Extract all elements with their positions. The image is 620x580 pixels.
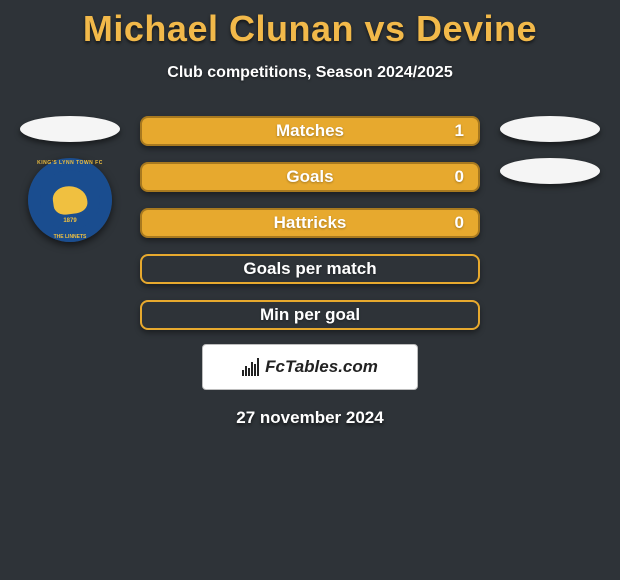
player-photo-placeholder: [500, 158, 600, 184]
stat-label: Matches: [276, 121, 344, 141]
player-photo-placeholder: [20, 116, 120, 142]
date-text: 27 november 2024: [0, 408, 620, 428]
stat-bar-min-per-goal: Min per goal: [140, 300, 480, 330]
watermark-text: FcTables.com: [265, 357, 378, 377]
page-title: Michael Clunan vs Devine: [0, 0, 620, 50]
stat-label: Min per goal: [260, 305, 360, 325]
badge-ring-bot: THE LINNETS: [54, 234, 87, 240]
club-badge-icon: KING'S LYNN TOWN FC 1879 THE LINNETS: [28, 158, 112, 242]
stat-bar-goals: Goals 0: [140, 162, 480, 192]
comparison-content: KING'S LYNN TOWN FC 1879 THE LINNETS Match…: [0, 116, 620, 330]
bird-icon: [51, 184, 89, 216]
right-player-column: [500, 116, 600, 330]
watermark-badge: FcTables.com: [202, 344, 418, 390]
page-subtitle: Club competitions, Season 2024/2025: [0, 64, 620, 82]
stat-bar-matches: Matches 1: [140, 116, 480, 146]
stat-bar-goals-per-match: Goals per match: [140, 254, 480, 284]
stat-label: Hattricks: [274, 213, 347, 233]
player-photo-placeholder: [500, 116, 600, 142]
left-player-column: KING'S LYNN TOWN FC 1879 THE LINNETS: [20, 116, 120, 330]
chart-bars-icon: [242, 358, 259, 376]
stat-value: 0: [455, 213, 464, 233]
stat-label: Goals per match: [243, 259, 376, 279]
stat-bar-hattricks: Hattricks 0: [140, 208, 480, 238]
stat-value: 1: [455, 121, 464, 141]
badge-year: 1879: [63, 218, 76, 224]
stats-column: Matches 1 Goals 0 Hattricks 0 Goals per match M…: [140, 116, 480, 330]
stat-value: 0: [455, 167, 464, 187]
stat-label: Goals: [286, 167, 333, 187]
badge-ring-top: KING'S LYNN TOWN FC: [37, 160, 103, 166]
